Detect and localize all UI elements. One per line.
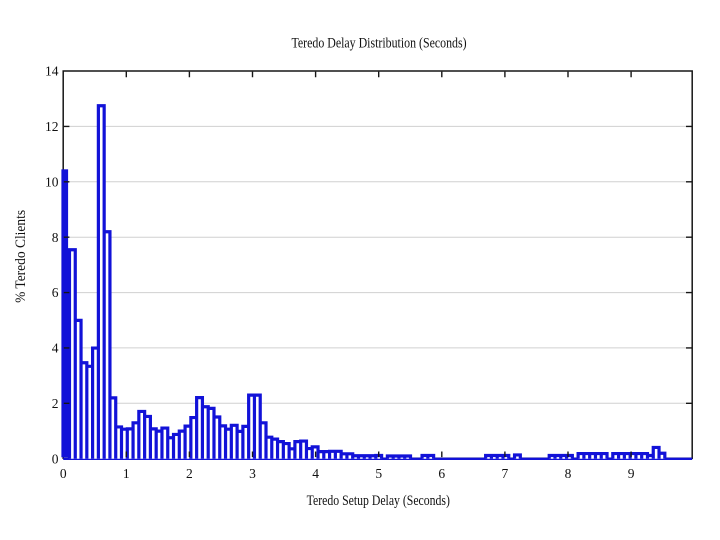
svg-text:Teredo Setup Delay (Seconds): Teredo Setup Delay (Seconds)	[307, 493, 450, 509]
svg-text:Teredo Delay Distribution (Sec: Teredo Delay Distribution (Seconds)	[291, 35, 466, 51]
svg-text:5: 5	[375, 466, 382, 481]
svg-text:8: 8	[565, 466, 572, 481]
svg-text:6: 6	[438, 466, 445, 481]
svg-text:4: 4	[52, 341, 59, 356]
svg-text:10: 10	[45, 174, 59, 189]
svg-text:2: 2	[186, 466, 193, 481]
svg-text:9: 9	[628, 466, 635, 481]
svg-text:14: 14	[45, 64, 59, 79]
svg-text:1: 1	[123, 466, 130, 481]
svg-text:0: 0	[52, 451, 59, 466]
svg-text:0: 0	[60, 466, 67, 481]
svg-text:3: 3	[249, 466, 256, 481]
svg-text:7: 7	[502, 466, 509, 481]
svg-text:8: 8	[52, 230, 59, 245]
svg-text:4: 4	[312, 466, 319, 481]
svg-text:2: 2	[52, 396, 59, 411]
svg-text:12: 12	[45, 119, 59, 134]
svg-text:6: 6	[52, 285, 59, 300]
svg-text:% Teredo Clients: % Teredo Clients	[13, 210, 29, 303]
